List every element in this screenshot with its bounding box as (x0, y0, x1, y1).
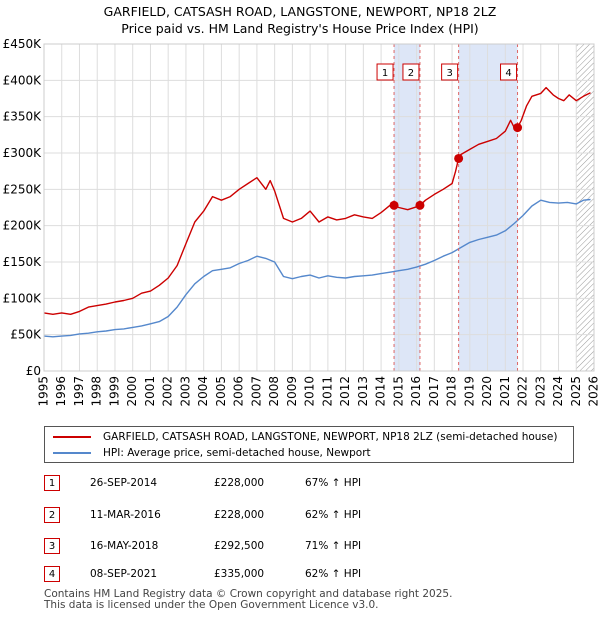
transaction-date: 16-MAY-2018 (90, 540, 159, 552)
legend-swatch-hpi (53, 452, 91, 454)
x-tick-label: 2024 (551, 376, 565, 407)
shaded-span (458, 44, 518, 371)
transaction-price: £292,500 (214, 540, 265, 552)
footer-copyright: Contains HM Land Registry data © Crown c… (44, 588, 453, 600)
x-tick-label: 2020 (480, 376, 494, 407)
sale-number-label: 3 (446, 68, 452, 79)
legend-swatch-property (53, 436, 91, 438)
x-tick-label: 2000 (125, 376, 139, 407)
x-tick-label: 1995 (37, 376, 51, 407)
x-tick-label: 2002 (161, 376, 175, 407)
x-tick-label: 2023 (533, 376, 547, 407)
legend-item-hpi: HPI: Average price, semi-detached house,… (53, 446, 371, 460)
x-tick-label: 2026 (587, 376, 600, 407)
legend-label-hpi: HPI: Average price, semi-detached house,… (103, 447, 371, 459)
transaction-number-badge: 4 (44, 566, 60, 582)
transaction-number-badge: 2 (44, 507, 60, 523)
x-tick-label: 2017 (427, 376, 441, 407)
x-tick-label: 2011 (320, 376, 334, 407)
transaction-hpi-change: 62% ↑ HPI (305, 509, 362, 521)
x-tick-label: 2014 (374, 376, 388, 407)
attribution-footer: Contains HM Land Registry data © Crown c… (44, 589, 452, 611)
y-tick-label: £450K (3, 37, 43, 51)
x-tick-label: 2022 (516, 376, 530, 407)
y-tick-label: £0 (26, 364, 41, 378)
legend-item-property: GARFIELD, CATSASH ROAD, LANGSTONE, NEWPO… (53, 430, 557, 444)
sale-number-box (441, 63, 459, 81)
y-tick-label: £350K (3, 110, 43, 124)
hpi-line (43, 198, 591, 338)
y-tick-label: £400K (3, 73, 43, 87)
x-tick-label: 2001 (143, 376, 157, 407)
plot-border (43, 43, 595, 372)
sale-point (415, 200, 425, 210)
x-tick-label: 2021 (498, 376, 512, 407)
transaction-date: 26-SEP-2014 (90, 477, 158, 489)
y-tick-label: £300K (3, 146, 43, 160)
transaction-row: 1 26-SEP-2014 £228,000 67% ↑ HPI (44, 475, 584, 493)
transaction-price: £335,000 (214, 568, 265, 580)
sale-number-box (402, 63, 420, 81)
y-tick-label: £50K (10, 328, 42, 342)
y-tick-label: £250K (3, 182, 43, 196)
x-tick-label: 2025 (569, 376, 583, 407)
legend-label-property: GARFIELD, CATSASH ROAD, LANGSTONE, NEWPO… (103, 431, 558, 443)
x-tick-label: 2003 (178, 376, 192, 407)
x-tick-label: 2018 (445, 376, 459, 407)
transaction-hpi-change: 67% ↑ HPI (305, 477, 362, 489)
sale-number-label: 2 (408, 68, 414, 79)
x-tick-label: 2016 (409, 376, 423, 407)
x-tick-label: 2007 (249, 376, 263, 407)
chart-legend: GARFIELD, CATSASH ROAD, LANGSTONE, NEWPO… (44, 426, 574, 463)
transaction-hpi-change: 62% ↑ HPI (305, 568, 362, 580)
transaction-number-badge: 3 (44, 538, 60, 554)
chart-title-line-2: Price paid vs. HM Land Registry's House … (121, 21, 479, 36)
forecast-hatch (576, 44, 594, 371)
x-tick-label: 1999 (107, 376, 121, 407)
sale-number-label: 4 (505, 68, 511, 79)
sale-point (454, 153, 464, 163)
transaction-row: 3 16-MAY-2018 £292,500 71% ↑ HPI (44, 538, 584, 556)
transaction-row: 4 08-SEP-2021 £335,000 62% ↑ HPI (44, 566, 584, 584)
sale-number-box (500, 63, 518, 81)
chart-title-line-1: GARFIELD, CATSASH ROAD, LANGSTONE, NEWPO… (103, 4, 497, 19)
transaction-row: 2 11-MAR-2016 £228,000 62% ↑ HPI (44, 507, 584, 525)
x-tick-label: 2015 (391, 376, 405, 407)
transaction-number-badge: 1 (44, 475, 60, 491)
sale-number-box (376, 63, 394, 81)
x-tick-label: 2008 (267, 376, 281, 407)
transaction-date: 08-SEP-2021 (90, 568, 158, 580)
x-tick-label: 1997 (72, 376, 86, 407)
sale-number-label: 1 (382, 68, 388, 79)
x-tick-label: 2013 (356, 376, 370, 407)
sale-point (513, 123, 523, 133)
transaction-hpi-change: 71% ↑ HPI (305, 540, 362, 552)
transaction-price: £228,000 (214, 509, 265, 521)
transaction-date: 11-MAR-2016 (90, 509, 161, 521)
x-tick-label: 2009 (285, 376, 299, 407)
x-tick-label: 1998 (90, 376, 104, 407)
footer-licence: This data is licensed under the Open Gov… (44, 599, 379, 611)
transaction-price: £228,000 (214, 477, 265, 489)
x-tick-label: 2004 (196, 376, 210, 407)
x-tick-label: 2019 (462, 376, 476, 407)
y-tick-label: £150K (3, 255, 43, 269)
x-tick-label: 2010 (303, 376, 317, 407)
x-tick-label: 2005 (214, 376, 228, 407)
x-tick-label: 2012 (338, 376, 352, 407)
x-tick-label: 1996 (54, 376, 68, 407)
y-tick-label: £100K (3, 291, 43, 305)
y-tick-label: £200K (3, 219, 43, 233)
price-chart: 1 2 3 4 £0 £50K £100K £150K £200K £250K £300K £350… (3, 37, 600, 407)
sale-point (389, 200, 399, 210)
x-tick-label: 2006 (232, 376, 246, 407)
